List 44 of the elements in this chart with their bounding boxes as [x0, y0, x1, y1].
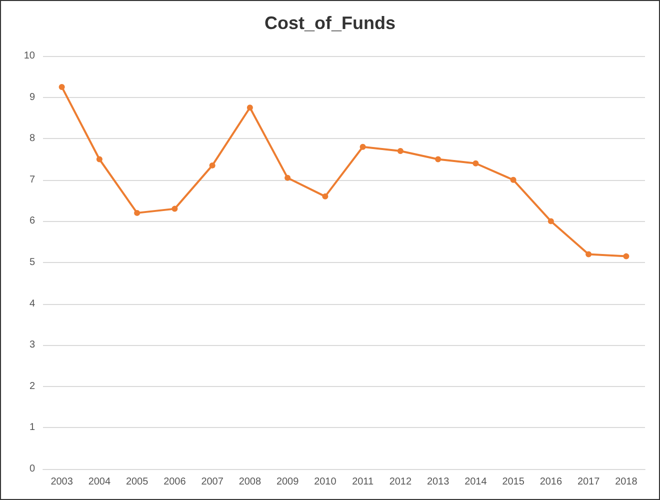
point [58, 84, 65, 90]
x-tick-label: 2009 [276, 476, 300, 488]
y-tick-label: 3 [29, 340, 36, 351]
x-tick-label: 2013 [426, 476, 450, 488]
x-tick-label: 2012 [389, 476, 412, 488]
point [623, 253, 630, 260]
x-tick-label: 2017 [577, 476, 600, 488]
point [322, 193, 328, 200]
y-tick-label: 8 [29, 133, 36, 144]
point [284, 174, 291, 181]
x-tick-label: 2005 [126, 476, 149, 488]
x-tick-label: 2016 [540, 476, 562, 488]
x-tick-label: 2018 [615, 476, 638, 488]
point [246, 104, 253, 111]
x-tick-label: 2007 [201, 476, 224, 488]
y-tick-label: 7 [29, 174, 36, 186]
y-tick-label: 2 [29, 380, 36, 392]
point [510, 176, 516, 183]
y-tick-label: 1 [29, 422, 36, 434]
x-tick-label: 2010 [314, 476, 337, 488]
point [397, 148, 404, 154]
point [209, 162, 216, 168]
y-tick-label: 5 [29, 257, 36, 268]
x-tick-label: 2003 [50, 476, 74, 488]
x-tick-label: 2015 [502, 476, 525, 488]
point [134, 210, 140, 216]
y-tick-label: 4 [29, 298, 36, 310]
point [586, 251, 592, 258]
x-tick-label: 2008 [238, 476, 262, 488]
point [360, 144, 366, 150]
point [548, 218, 554, 224]
point [472, 160, 479, 166]
chart-title: Cost_of_Funds [264, 13, 396, 33]
x-tick-label: 2011 [352, 476, 374, 488]
y-tick-label: 10 [24, 50, 36, 62]
x-tick-label: 2006 [164, 476, 186, 488]
point [435, 156, 442, 162]
y-tick-label: 0 [29, 464, 36, 474]
point [96, 156, 102, 162]
y-tick-label: 6 [29, 216, 36, 227]
point [172, 206, 178, 212]
y-tick-label: 9 [29, 92, 36, 103]
x-tick-label: 2014 [464, 476, 488, 488]
x-tick-label: 2004 [88, 476, 111, 488]
